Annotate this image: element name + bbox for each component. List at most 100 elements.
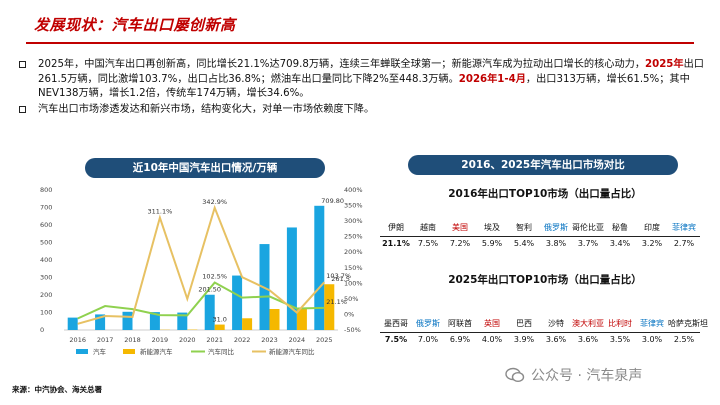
- y-right-tick-label: 150%: [344, 264, 363, 272]
- market-name: 越南: [420, 223, 436, 232]
- market-name: 哈萨克斯坦: [668, 319, 708, 328]
- market-name: 埃及: [484, 223, 500, 232]
- market-share: 3.7%: [577, 239, 599, 248]
- bullet-seg: 出口261.5万辆，同比激增103.7%，出口占比36.8%；燃油车出口量同比下…: [38, 59, 704, 85]
- market-name: 秘鲁: [612, 223, 628, 232]
- y-right-tick-label: 300%: [344, 217, 363, 225]
- legend-label: 新能源汽车同比: [269, 347, 315, 356]
- market-share: 5.4%: [513, 239, 535, 248]
- market-name: 菲律宾: [640, 319, 664, 328]
- market-share-row: 21.1% 7.5% 7.2% 5.9% 5.4% 3.8% 3.7% 3.4% 3.2% 2.7…: [380, 236, 700, 248]
- line-nev-yoy: [77, 204, 326, 325]
- data-label: 103.7%: [326, 272, 351, 280]
- market-share-row: 7.5% 7.0% 6.9% 4.0% 3.9% 3.6% 3.6% 3.5% 3.0% 2.5%: [380, 332, 700, 344]
- bar-nev: [324, 284, 335, 330]
- legend-swatch: [76, 349, 88, 354]
- bar-nev: [214, 324, 225, 330]
- bar-nev: [269, 309, 280, 330]
- y-right-tick-label: -50%: [344, 326, 361, 334]
- x-tick-label: 2021: [206, 336, 223, 344]
- market-share: 3.2%: [641, 239, 663, 248]
- y-left-tick-label: 0: [40, 326, 44, 334]
- data-label: 342.9%: [202, 198, 227, 206]
- market-share: 3.9%: [513, 335, 535, 344]
- bullet-seg: 2025年，中国汽车出口再创新高，同比增长21.1%达709.8万辆，连续三年蝉…: [38, 59, 646, 70]
- bullet-seg: ，出口313万辆，增长61.5%；其中NEV138万辆，增长1.2倍，传统车17…: [38, 73, 690, 100]
- market-share: 3.8%: [545, 239, 567, 248]
- bar-car: [95, 314, 106, 330]
- wechat-icon: [505, 367, 525, 383]
- y-left-tick-label: 500: [40, 239, 52, 247]
- y-right-tick-label: 50%: [344, 295, 358, 303]
- market-name: 美国: [452, 223, 468, 232]
- data-label: 31.0: [212, 316, 226, 324]
- data-label: 201.50: [198, 286, 221, 294]
- y-left-tick-label: 400: [40, 256, 52, 264]
- market-share: 3.6%: [577, 335, 599, 344]
- market-name: 智利: [516, 223, 532, 232]
- data-label: 261.5: [331, 275, 350, 283]
- y-left-tick-label: 600: [40, 221, 52, 229]
- comparison-title-pill: 2016、2025年汽车出口市场对比: [408, 155, 678, 175]
- bar-nev: [242, 318, 253, 330]
- market-share: 4.0%: [481, 335, 503, 344]
- market-name: 俄罗斯: [416, 319, 440, 328]
- data-label: 709.80: [321, 197, 344, 205]
- watermark: 公众号 · 汽车泉声: [505, 365, 642, 385]
- bullet-list: 2025年，中国汽车出口再创新高，同比增长21.1%达709.8万辆，连续三年蝉…: [16, 58, 706, 117]
- market-share: 3.0%: [641, 335, 663, 344]
- market-name: 阿联酋: [448, 319, 472, 328]
- market-name: 菲律宾: [672, 223, 696, 232]
- x-tick-label: 2025: [316, 336, 333, 344]
- market-name: 印度: [644, 223, 660, 232]
- y-right-tick-label: 250%: [344, 233, 363, 241]
- legend-label: 汽车同比: [208, 347, 235, 356]
- y-left-tick-label: 700: [40, 204, 52, 212]
- market-name: 澳大利亚: [572, 319, 604, 328]
- bar-nev: [296, 307, 307, 330]
- market-share: 7.2%: [449, 239, 471, 248]
- legend-label: 新能源汽车: [140, 347, 173, 356]
- x-tick-label: 2018: [124, 336, 141, 344]
- source-note: 来源：中汽协会、海关总署: [12, 385, 102, 394]
- bullet-item: 2025年，中国汽车出口再创新高，同比增长21.1%达709.8万辆，连续三年蝉…: [16, 58, 706, 102]
- market-share: 3.5%: [609, 335, 631, 344]
- x-tick-label: 2022: [234, 336, 251, 344]
- bar-car: [67, 317, 78, 330]
- market-share: 7.0%: [417, 335, 439, 344]
- market-share: 2.7%: [673, 239, 695, 248]
- y-right-tick-label: 400%: [344, 186, 363, 194]
- x-tick-label: 2020: [179, 336, 196, 344]
- market-name: 英国: [484, 319, 500, 328]
- bar-car: [149, 312, 160, 330]
- bullet-square-icon: [19, 105, 26, 113]
- export-chart: 0 100 200 300 400 500 600 700 800 -50% 0% 50% 100% 15…: [40, 186, 363, 356]
- x-tick-label: 2024: [289, 336, 306, 344]
- y-left-tick-label: 200: [40, 291, 52, 299]
- market-share: 5.9%: [481, 239, 503, 248]
- x-tick-label: 2016: [69, 336, 86, 344]
- market-share: 7.5%: [417, 239, 439, 248]
- y-left-tick-label: 300: [40, 274, 52, 282]
- bar-car: [122, 311, 133, 330]
- market-name: 沙特: [548, 319, 564, 328]
- data-label: 21.1%: [326, 298, 347, 306]
- market-name: 俄罗斯: [544, 223, 568, 232]
- y-right-tick-label: 350%: [344, 202, 363, 210]
- bar-car: [204, 294, 215, 330]
- data-label: 102.5%: [202, 273, 227, 281]
- x-tick-label: 2017: [97, 336, 114, 344]
- bullet-seg-highlight: 2025年: [645, 59, 684, 70]
- table-2025-title: 2025年出口TOP10市场（出口量占比）: [448, 274, 642, 286]
- bar-car: [177, 312, 188, 330]
- title-divider: [26, 42, 694, 44]
- legend-swatch: [123, 349, 135, 354]
- chart-title-pill: 近10年中国汽车出口情况/万辆: [85, 158, 325, 178]
- market-name: 墨西哥: [384, 319, 408, 328]
- market-share: 3.6%: [545, 335, 567, 344]
- market-name: 巴西: [516, 319, 532, 328]
- y-left-tick-label: 800: [40, 186, 52, 194]
- bullet-item: 汽车出口市场渗透发达和新兴市场，结构变化大，对单一市场依赖度下降。: [16, 103, 706, 118]
- bar-car: [286, 227, 297, 330]
- table-2016-title: 2016年出口TOP10市场（出口量占比）: [448, 188, 642, 200]
